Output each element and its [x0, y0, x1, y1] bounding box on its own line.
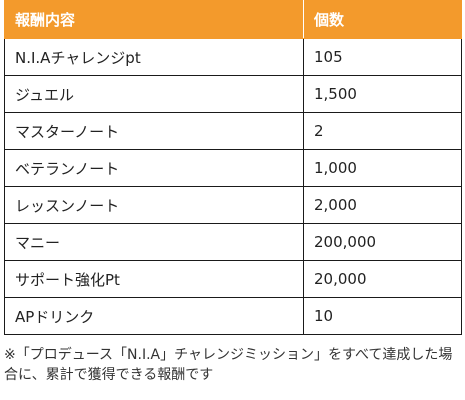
reward-item-count: 2,000	[303, 186, 462, 224]
reward-item-count: 2	[303, 112, 462, 150]
table-row: マスターノート 2	[4, 112, 462, 150]
table-row: レッスンノート 2,000	[4, 186, 462, 224]
reward-item-count: 10	[303, 297, 462, 335]
reward-item-name: マスターノート	[4, 112, 304, 150]
reward-item-name: ベテランノート	[4, 149, 304, 187]
reward-item-count: 1,500	[303, 75, 462, 113]
reward-item-count: 1,000	[303, 149, 462, 187]
header-row: 報酬内容 個数	[4, 0, 462, 39]
footnote: ※「プロデュース「N.I.A」チャレンジミッション」をすべて達成した場合に、累計…	[4, 347, 453, 383]
reward-item-count: 200,000	[303, 223, 462, 261]
reward-item-count: 105	[303, 38, 462, 76]
reward-item-name: マニー	[4, 223, 304, 261]
table-row: N.I.Aチャレンジpt 105	[4, 38, 462, 76]
reward-item-name: サポート強化Pt	[4, 260, 304, 298]
reward-item-name: N.I.Aチャレンジpt	[4, 38, 304, 76]
table-row: マニー 200,000	[4, 223, 462, 261]
table-row: ベテランノート 1,000	[4, 149, 462, 187]
table-row: ジュエル 1,500	[4, 75, 462, 113]
table-header: 報酬内容 個数	[4, 0, 462, 39]
header-reward-content: 報酬内容	[4, 0, 304, 39]
header-count: 個数	[303, 0, 462, 39]
table-row: サポート強化Pt 20,000	[4, 260, 462, 298]
reward-item-name: ジュエル	[4, 75, 304, 113]
table-row: APドリンク 10	[4, 297, 462, 335]
rewards-table: 報酬内容 個数 N.I.Aチャレンジpt 105 ジュエル 1,500 マスター…	[4, 0, 462, 335]
reward-item-name: APドリンク	[4, 297, 304, 335]
reward-item-name: レッスンノート	[4, 186, 304, 224]
table-body: N.I.Aチャレンジpt 105 ジュエル 1,500 マスターノート 2 ベテ…	[4, 38, 462, 335]
reward-item-count: 20,000	[303, 260, 462, 298]
